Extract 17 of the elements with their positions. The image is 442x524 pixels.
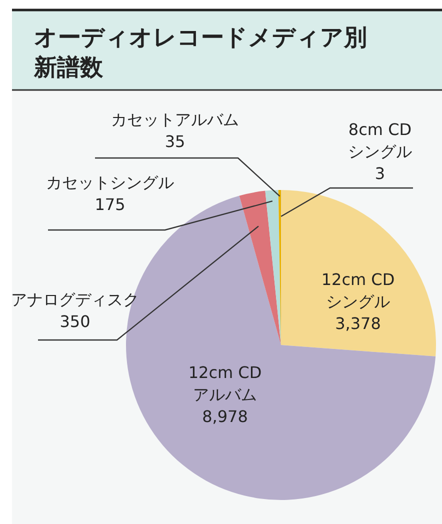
pie-slice (239, 190, 281, 345)
chart-title: オーディオレコードメディア別新譜数 (33, 25, 367, 81)
pie-slice (281, 190, 436, 356)
data-label: 35 (164, 132, 186, 151)
slice-label: 12cm CD アルバム (188, 363, 262, 404)
slice-label: 12cm CD シングル (321, 270, 395, 311)
data-label: 175 (94, 195, 126, 214)
data-label: 8,978 (202, 407, 248, 426)
data-label: 3,378 (335, 314, 381, 333)
slice-label: アナログディスク (11, 290, 139, 309)
slice-label: 8cm CD シングル (348, 120, 412, 161)
slice-label: カセットシングル (46, 173, 174, 192)
pie-slice (126, 196, 436, 500)
pie-slice (265, 190, 281, 345)
data-label: 350 (60, 312, 90, 331)
slice-label: カセットアルバム (111, 110, 239, 129)
data-label: 3 (374, 164, 386, 183)
